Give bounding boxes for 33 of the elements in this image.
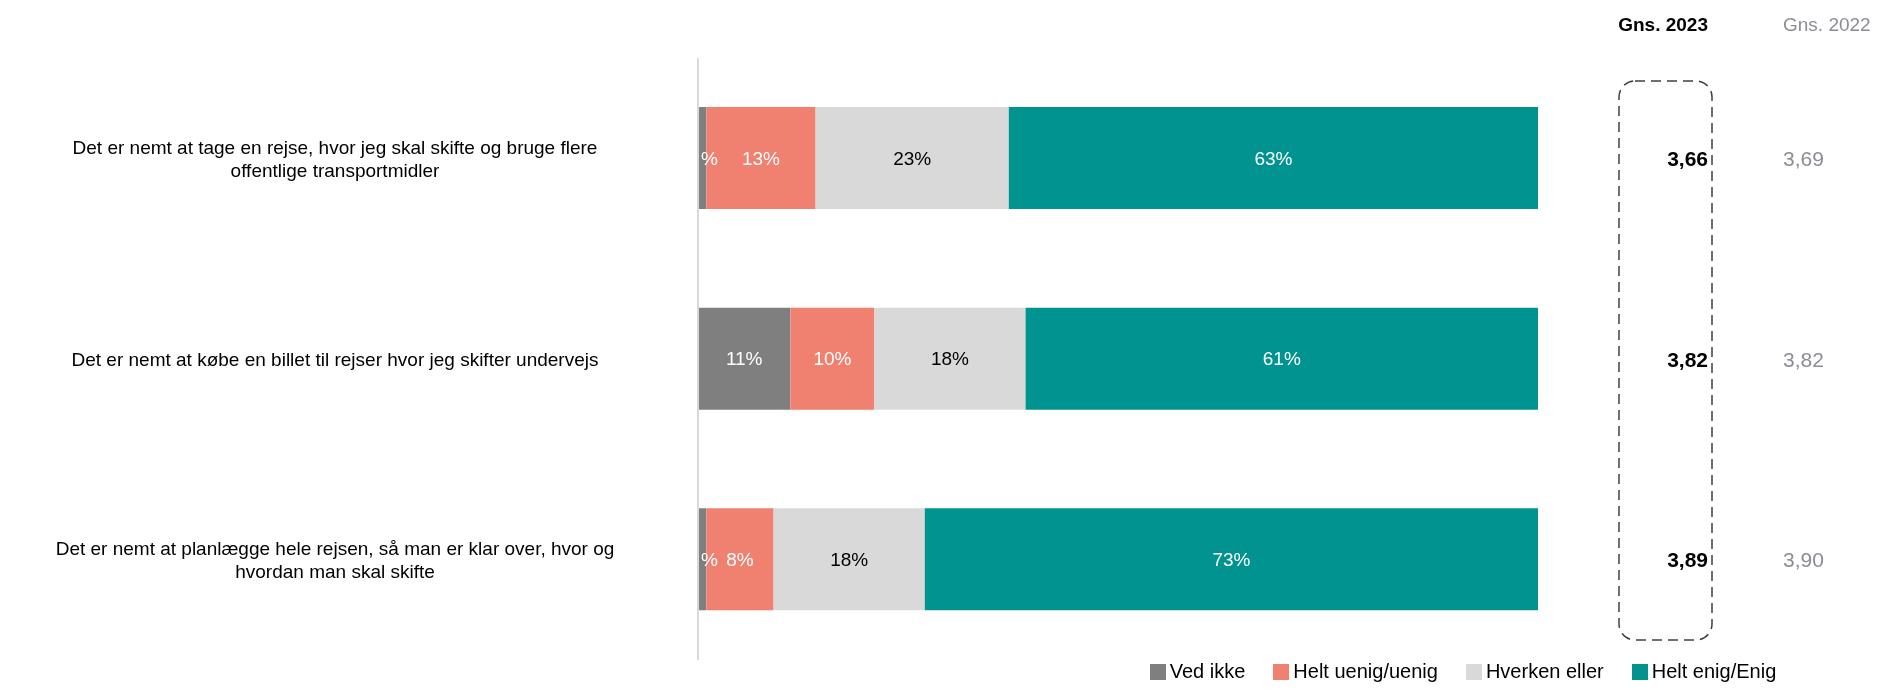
data-label: 23% bbox=[893, 147, 932, 169]
text: Gns. 2022 bbox=[1783, 14, 1871, 36]
data-label: 8% bbox=[726, 548, 754, 570]
data-label: 63% bbox=[1254, 147, 1293, 169]
y-tick-label: Det er nemt at planlægge hele rejsen, så man er klar over, hvor og hvordan man skal skifte bbox=[55, 537, 615, 582]
legend-label: Helt uenig/uenig bbox=[1292, 660, 1438, 683]
bar bbox=[815, 107, 1009, 209]
bar bbox=[1025, 307, 1538, 410]
legend-label: Ved ikke bbox=[1168, 660, 1246, 683]
bar bbox=[1008, 107, 1538, 209]
bar bbox=[790, 307, 875, 410]
data-label: 61% bbox=[1262, 348, 1301, 370]
bar bbox=[773, 508, 925, 611]
data-label: 73% bbox=[1212, 548, 1251, 570]
text: 3,89 bbox=[1667, 548, 1708, 572]
data-label: 10% bbox=[813, 348, 852, 370]
text: 3,90 bbox=[1783, 548, 1824, 572]
data-label: 11% bbox=[725, 348, 763, 370]
bar bbox=[924, 508, 1538, 611]
text: Gns. 2023 bbox=[1617, 14, 1708, 36]
data-label: 18% bbox=[830, 548, 869, 570]
legend-label: Helt enig/Enig bbox=[1650, 660, 1777, 683]
text: 3,66 bbox=[1667, 146, 1708, 170]
text: 3,82 bbox=[1667, 347, 1708, 371]
bar bbox=[874, 307, 1026, 410]
data-label: 18% bbox=[930, 348, 970, 370]
text: 3,69 bbox=[1783, 146, 1824, 170]
y-tick-label: Det er nemt at købe en billet til rejser hvor jeg skifter undervejs bbox=[71, 348, 599, 370]
text: 3,82 bbox=[1783, 347, 1824, 371]
data-label: 13% bbox=[741, 147, 781, 169]
bar bbox=[698, 307, 791, 410]
y-tick-label: Det er nemt at tage en rejse, hvor jeg skal skifte og bruge flere offentlige transportmidler bbox=[72, 136, 598, 181]
legend-label: Hverken eller bbox=[1484, 660, 1604, 683]
